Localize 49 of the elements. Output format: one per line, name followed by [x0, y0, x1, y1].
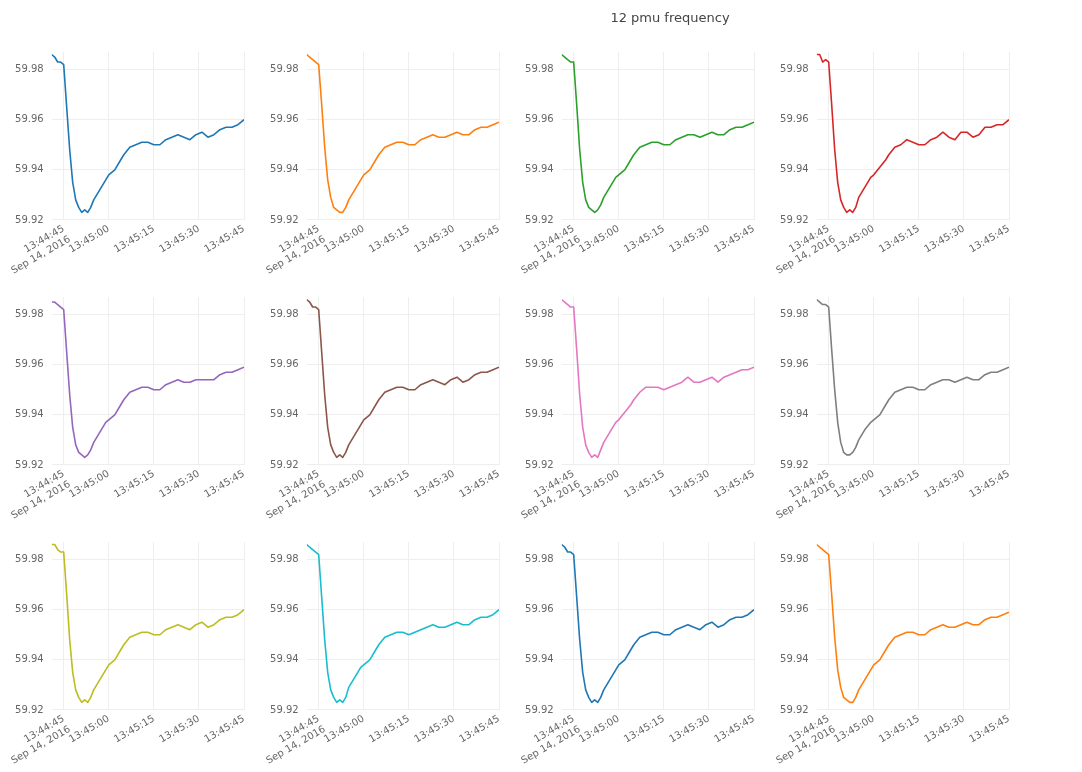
y-tick-label: 59.94 [15, 408, 44, 420]
y-tick-label: 59.96 [15, 603, 44, 615]
y-tick-label: 59.96 [780, 113, 809, 125]
y-tick-label: 59.92 [525, 703, 554, 715]
y-tick-label: 59.92 [270, 703, 299, 715]
y-tick-label: 59.96 [270, 358, 299, 370]
y-tick-label: 59.96 [780, 358, 809, 370]
y-tick-label: 59.98 [270, 553, 299, 565]
y-tick-label: 59.98 [270, 63, 299, 75]
y-tick-label: 59.96 [525, 603, 554, 615]
y-tick-label: 59.94 [780, 653, 809, 665]
y-tick-label: 59.94 [525, 163, 554, 175]
y-tick-label: 59.94 [15, 163, 44, 175]
y-tick-label: 59.92 [525, 458, 554, 470]
y-tick-label: 59.92 [15, 458, 44, 470]
y-tick-label: 59.96 [270, 113, 299, 125]
y-tick-label: 59.94 [270, 408, 299, 420]
y-tick-label: 59.92 [780, 458, 809, 470]
y-tick-label: 59.92 [525, 213, 554, 225]
y-tick-label: 59.96 [525, 358, 554, 370]
y-tick-label: 59.94 [525, 408, 554, 420]
y-tick-label: 59.96 [270, 603, 299, 615]
y-tick-label: 59.98 [525, 553, 554, 565]
y-tick-label: 59.96 [15, 358, 44, 370]
y-tick-label: 59.98 [270, 308, 299, 320]
y-tick-label: 59.96 [525, 113, 554, 125]
y-tick-label: 59.94 [780, 163, 809, 175]
y-tick-label: 59.94 [525, 653, 554, 665]
y-tick-label: 59.92 [780, 213, 809, 225]
y-tick-label: 59.92 [780, 703, 809, 715]
y-tick-label: 59.98 [525, 308, 554, 320]
y-tick-label: 59.98 [15, 63, 44, 75]
y-tick-label: 59.98 [525, 63, 554, 75]
y-tick-label: 59.96 [780, 603, 809, 615]
y-tick-label: 59.98 [15, 553, 44, 565]
y-tick-label: 59.92 [15, 213, 44, 225]
y-tick-label: 59.98 [15, 308, 44, 320]
y-tick-label: 59.92 [270, 458, 299, 470]
y-tick-label: 59.96 [15, 113, 44, 125]
y-tick-label: 59.98 [780, 63, 809, 75]
y-tick-label: 59.92 [270, 213, 299, 225]
chart-title: 12 pmu frequency [609, 10, 731, 25]
y-tick-label: 59.98 [780, 308, 809, 320]
y-tick-label: 59.94 [270, 163, 299, 175]
y-tick-label: 59.98 [780, 553, 809, 565]
y-tick-label: 59.94 [780, 408, 809, 420]
y-tick-label: 59.94 [15, 653, 44, 665]
y-tick-label: 59.92 [15, 703, 44, 715]
y-tick-label: 59.94 [270, 653, 299, 665]
